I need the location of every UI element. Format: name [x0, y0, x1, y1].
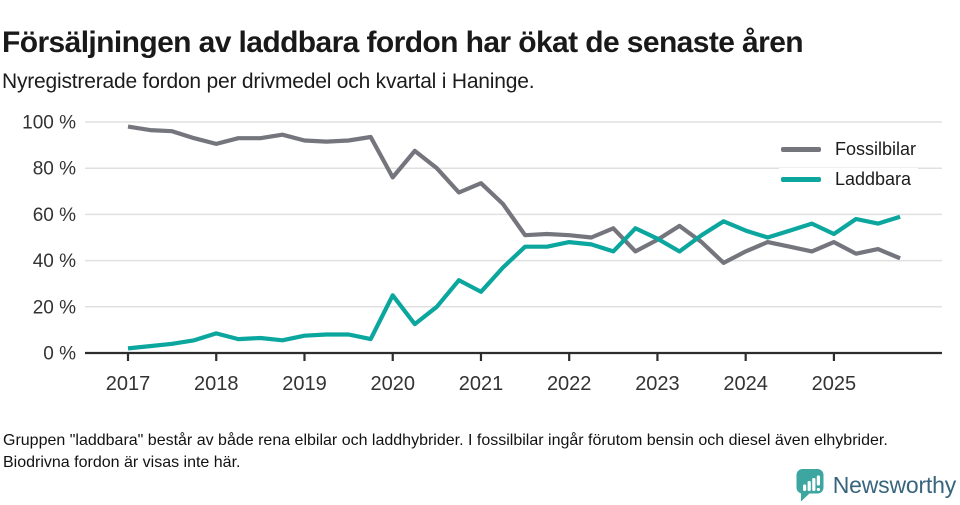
legend-label-laddbara: Laddbara: [834, 169, 912, 189]
x-axis-label: 2018: [194, 373, 239, 395]
y-axis-label: 100 %: [22, 113, 76, 134]
x-axis-label: 2017: [106, 373, 151, 395]
x-axis-label: 2023: [635, 373, 680, 395]
chart-title: Försäljningen av laddbara fordon har öka…: [2, 26, 804, 60]
legend-label-fossilbilar: Fossilbilar: [834, 139, 916, 159]
series-line-laddbara: [127, 214, 901, 351]
x-axis-label: 2025: [812, 373, 857, 395]
y-axis-label: 40 %: [33, 251, 76, 272]
legend-item-fossilbilar: Fossilbilar: [778, 138, 918, 161]
legend-swatch-fossilbilar: [780, 147, 821, 152]
chart-legend: Fossilbilar Laddbara: [778, 138, 918, 191]
y-axis-label: 60 %: [33, 205, 76, 226]
legend-swatch-laddbara: [780, 177, 821, 182]
x-axis-label: 2024: [723, 373, 768, 395]
footnote: Gruppen "laddbara" består av både rena e…: [3, 432, 888, 471]
x-axis-label: 2022: [547, 373, 592, 395]
newsworthy-icon: [796, 469, 824, 502]
legend-item-laddbara: Laddbara: [778, 168, 918, 191]
newsworthy-logo: Newsworthy: [795, 468, 956, 502]
y-axis-label: 0 %: [43, 344, 76, 365]
x-axis-label: 2019: [282, 373, 327, 395]
newsworthy-logo-text: Newsworthy: [832, 471, 956, 498]
chart-subtitle: Nyregistrerade fordon per drivmedel och …: [2, 70, 535, 93]
y-axis-label: 80 %: [33, 159, 76, 180]
x-axis-label: 2020: [370, 373, 415, 395]
series-line-fossilbilar: [127, 124, 901, 265]
y-axis-label: 20 %: [33, 297, 76, 318]
x-axis-label: 2021: [459, 373, 504, 395]
